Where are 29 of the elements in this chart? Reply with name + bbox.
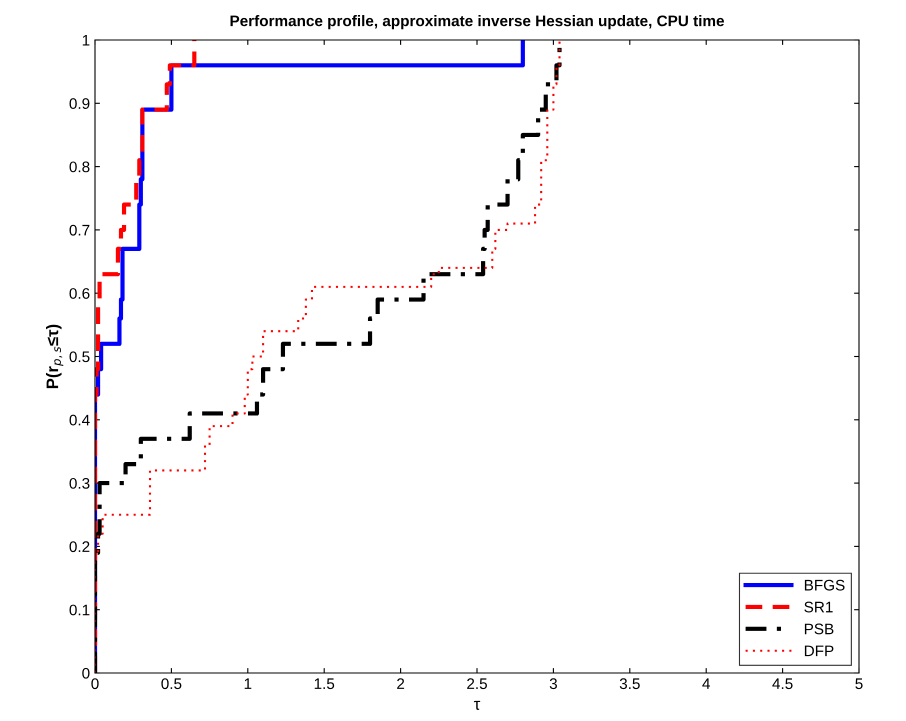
chart-title: Performance profile, approximate inverse Hessian update, CPU time bbox=[230, 15, 724, 30]
y-tick-label: 1 bbox=[82, 35, 90, 46]
x-tick-label: 5 bbox=[855, 678, 863, 690]
y-tick-label: 0.9 bbox=[70, 98, 90, 109]
x-tick-label: 3.5 bbox=[620, 678, 640, 690]
x-tick-label: 2.5 bbox=[467, 678, 487, 690]
x-tick-label: 4.5 bbox=[772, 678, 793, 690]
legend-label: SR1 bbox=[804, 602, 833, 612]
y-tick-label: 0.8 bbox=[70, 161, 90, 172]
x-tick-label: 2 bbox=[397, 678, 404, 689]
y-axis-title: P(r$_{p,s}$≤τ) bbox=[46, 324, 64, 388]
legend-label: DFP bbox=[804, 646, 834, 656]
legend-label: BFGS bbox=[804, 580, 845, 591]
x-axis-title: τ bbox=[474, 700, 480, 710]
x-tick-label: 3 bbox=[550, 678, 557, 690]
legend-label: PSB bbox=[804, 624, 834, 634]
x-tick-label: 0.5 bbox=[161, 678, 182, 690]
x-tick-label: 4 bbox=[702, 678, 710, 689]
y-tick-label: 0.7 bbox=[70, 224, 90, 236]
y-tick-label: 0.5 bbox=[70, 351, 90, 362]
x-tick-label: 0 bbox=[91, 678, 99, 690]
x-tick-label: 1.5 bbox=[314, 678, 334, 690]
y-tick-label: 0.1 bbox=[70, 604, 90, 616]
y-tick-label: 0.6 bbox=[70, 288, 90, 299]
y-tick-label: 0.3 bbox=[70, 478, 90, 489]
y-tick-label: 0.2 bbox=[70, 541, 90, 552]
y-tick-label: 0.4 bbox=[70, 414, 90, 426]
x-tick-label: 1 bbox=[244, 678, 252, 689]
y-tick-label: 0 bbox=[82, 668, 90, 679]
